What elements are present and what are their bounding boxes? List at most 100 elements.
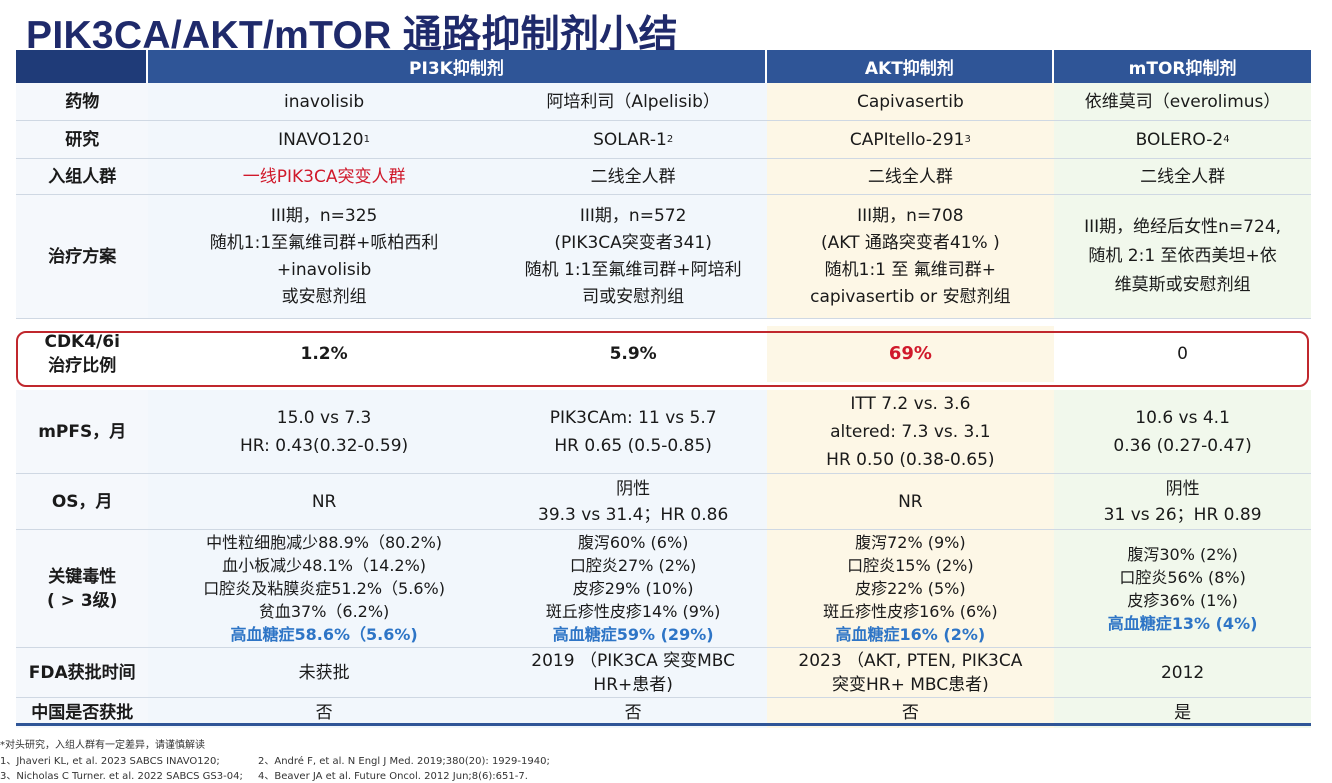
table-header: PI3K抑制剂 AKT抑制剂 mTOR抑制剂 [16, 50, 1311, 83]
row-label: mPFS，月 [16, 390, 149, 473]
text-line: HR 0.50 (0.38-0.65) [826, 449, 995, 470]
row-study: 研究 INAVO120 1 SOLAR-1 2 CAPItello-291 3 BOL… [16, 121, 1311, 159]
text-line: 15.0 vs 7.3 [276, 407, 372, 428]
cell-cdk-3: 69% [766, 326, 1055, 382]
header-pi3k: PI3K抑制剂 [148, 50, 767, 83]
cell-fda-1: 未获批 [148, 648, 500, 697]
row-label: 关键毒性 ( > 3级) [16, 530, 149, 647]
text-line: 2023 （AKT, PTEN, PIK3CA [798, 650, 1023, 671]
text-line: 阴性 [1165, 478, 1200, 499]
text-line: 突变HR+ MBC患者) [831, 674, 989, 695]
row-drug: 药物 inavolisib 阿培利司（Alpelisib） Capivasert… [16, 83, 1311, 121]
cell-fda-3: 2023 （AKT, PTEN, PIK3CA 突变HR+ MBC患者) [766, 648, 1055, 697]
footnote-ref-3: 3、Nicholas C Turner. et al. 2022 SABCS G… [0, 771, 243, 782]
highlight-line: 高血糖症13% (4%) [1107, 613, 1258, 633]
text-line: 10.6 vs 4.1 [1135, 407, 1230, 428]
text-line: 或安慰剂组 [281, 286, 367, 307]
text-line: 39.3 vs 31.4；HR 0.86 [538, 504, 729, 525]
cell-inavolisib: inavolisib [148, 83, 500, 120]
text-line: 腹泻30% (2%) [1127, 544, 1238, 564]
row-fda: FDA获批时间 未获批 2019 （PIK3CA 突变MBC HR+患者) 20… [16, 648, 1311, 698]
highlight-line: 高血糖症58.6%（5.6%) [230, 625, 418, 644]
footnote-ref-4: 4、Beaver JA et al. Future Oncol. 2012 Ju… [258, 771, 528, 782]
cell-os-1: NR [148, 474, 500, 529]
cell-population-3: 二线全人群 [766, 159, 1055, 194]
cell-cdk-1: 1.2% [148, 326, 500, 382]
text-line: 贫血37%（6.2%) [258, 602, 390, 621]
text-line: (PIK3CA突变者341) [554, 232, 712, 253]
text-line: 腹泻60% (6%) [577, 533, 689, 552]
row-cdk46i: CDK4/6i 治疗比例 1.2% 5.9% 69% 0 [16, 326, 1311, 382]
text-line: 0.36 (0.27-0.47) [1113, 435, 1252, 456]
text-line: 斑丘疹性皮疹14% (9%) [545, 602, 721, 621]
cell-regimen-1: III期，n=325 随机1:1至氟维司群+哌柏西利 +inavolisib 或… [148, 195, 500, 318]
text-line: 皮疹36% (1%) [1127, 590, 1238, 610]
cell-cdk-4: 0 [1054, 326, 1311, 382]
study-name: BOLERO-2 [1135, 129, 1224, 150]
cell-study-3: CAPItello-291 3 [766, 121, 1055, 158]
text-line: capivasertib or 安慰剂组 [810, 286, 1011, 307]
row-label: OS，月 [16, 474, 149, 529]
text-line: ITT 7.2 vs. 3.6 [850, 393, 971, 414]
text-line: 2019 （PIK3CA 突变MBC [531, 650, 735, 671]
header-label-col [16, 50, 149, 83]
cell-mpfs-3: ITT 7.2 vs. 3.6 altered: 7.3 vs. 3.1 HR … [766, 390, 1055, 473]
text-line: 随机 2:1 至依西美坦+依 [1088, 246, 1277, 266]
header-akt: AKT抑制剂 [766, 50, 1055, 83]
text-line: III期，n=325 [270, 205, 378, 226]
cell-study-1: INAVO120 1 [148, 121, 500, 158]
cell-mpfs-2: PIK3CAm: 11 vs 5.7 HR 0.65 (0.5-0.85) [499, 390, 767, 473]
cell-tox-2: 腹泻60% (6%) 口腔炎27% (2%) 皮疹29% (10%) 斑丘疹性皮… [499, 530, 767, 647]
cell-study-2: SOLAR-1 2 [499, 121, 767, 158]
text-line: 口腔炎及粘膜炎症51.2%（5.6%) [203, 579, 445, 598]
cell-mpfs-1: 15.0 vs 7.3 HR: 0.43(0.32-0.59) [148, 390, 500, 473]
row-label: CDK4/6i 治疗比例 [16, 326, 149, 382]
label-line: CDK4/6i [44, 332, 120, 352]
footnote-ref-1: 1、Jhaveri KL, et al. 2023 SABCS INAVO120… [0, 756, 220, 767]
cell-population-2: 二线全人群 [499, 159, 767, 194]
text-line: III期，n=572 [579, 205, 687, 226]
cell-population-4: 二线全人群 [1054, 159, 1311, 194]
text-line: 中性粒细胞减少88.9%（80.2%) [206, 533, 443, 552]
text-line: 口腔炎15% (2%) [847, 556, 974, 575]
row-label: 入组人群 [16, 159, 149, 194]
row-mpfs: mPFS，月 15.0 vs 7.3 HR: 0.43(0.32-0.59) P… [16, 390, 1311, 474]
text-line: NR [311, 491, 337, 512]
summary-table: PI3K抑制剂 AKT抑制剂 mTOR抑制剂 药物 inavolisib 阿培利… [16, 50, 1311, 728]
cell-population-1: 一线PIK3CA突变人群 [148, 159, 500, 194]
text-line: III期，绝经后女性n=724, [1084, 217, 1282, 237]
text-line: 腹泻72% (9%) [855, 533, 966, 552]
text-line: HR 0.65 (0.5-0.85) [554, 435, 712, 456]
text-line: 维莫斯或安慰剂组 [1114, 275, 1251, 295]
label-line: 关键毒性 [48, 566, 117, 587]
row-toxicity: 关键毒性 ( > 3级) 中性粒细胞减少88.9%（80.2%) 血小板减少48… [16, 530, 1311, 648]
text-line: 皮疹22% (5%) [855, 579, 966, 598]
cell-everolimus: 依维莫司（everolimus） [1054, 83, 1311, 120]
cell-mpfs-4: 10.6 vs 4.1 0.36 (0.27-0.47) [1054, 390, 1311, 473]
text-line: altered: 7.3 vs. 3.1 [830, 421, 991, 442]
row-population: 入组人群 一线PIK3CA突变人群 二线全人群 二线全人群 二线全人群 [16, 159, 1311, 195]
text-line: 31 vs 26；HR 0.89 [1103, 504, 1262, 525]
text-line: 斑丘疹性皮疹16% (6%) [823, 602, 998, 621]
cell-capivasertib: Capivasertib [766, 83, 1055, 120]
highlight-line: 高血糖症59% (29%) [552, 625, 714, 644]
text-line: HR: 0.43(0.32-0.59) [240, 435, 409, 456]
text-line: 阴性 [616, 478, 651, 499]
footnote-disclaimer: *对头研究，入组人群有一定差异，请谨慎解读 [0, 740, 205, 751]
page-title: PIK3CA/AKT/mTOR 通路抑制剂小结 [26, 14, 678, 57]
row-regimen: 治疗方案 III期，n=325 随机1:1至氟维司群+哌柏西利 +inavoli… [16, 195, 1311, 319]
cell-study-4: BOLERO-2 4 [1054, 121, 1311, 158]
study-name: INAVO120 [278, 129, 364, 150]
text-line: NR [898, 491, 923, 512]
cell-os-2: 阴性 39.3 vs 31.4；HR 0.86 [499, 474, 767, 529]
cell-os-3: NR [766, 474, 1055, 529]
text-line: 随机 1:1至氟维司群+阿培利 [524, 259, 742, 280]
cell-fda-2: 2019 （PIK3CA 突变MBC HR+患者) [499, 648, 767, 697]
study-name: CAPItello-291 [849, 129, 965, 150]
cell-tox-1: 中性粒细胞减少88.9%（80.2%) 血小板减少48.1%（14.2%) 口腔… [148, 530, 500, 647]
label-line: 治疗比例 [48, 356, 117, 376]
cell-regimen-4: III期，绝经后女性n=724, 随机 2:1 至依西美坦+依 维莫斯或安慰剂组 [1054, 195, 1311, 318]
text-line: 未获批 [298, 662, 350, 683]
row-label: FDA获批时间 [16, 648, 149, 697]
header-mtor: mTOR抑制剂 [1054, 50, 1311, 83]
